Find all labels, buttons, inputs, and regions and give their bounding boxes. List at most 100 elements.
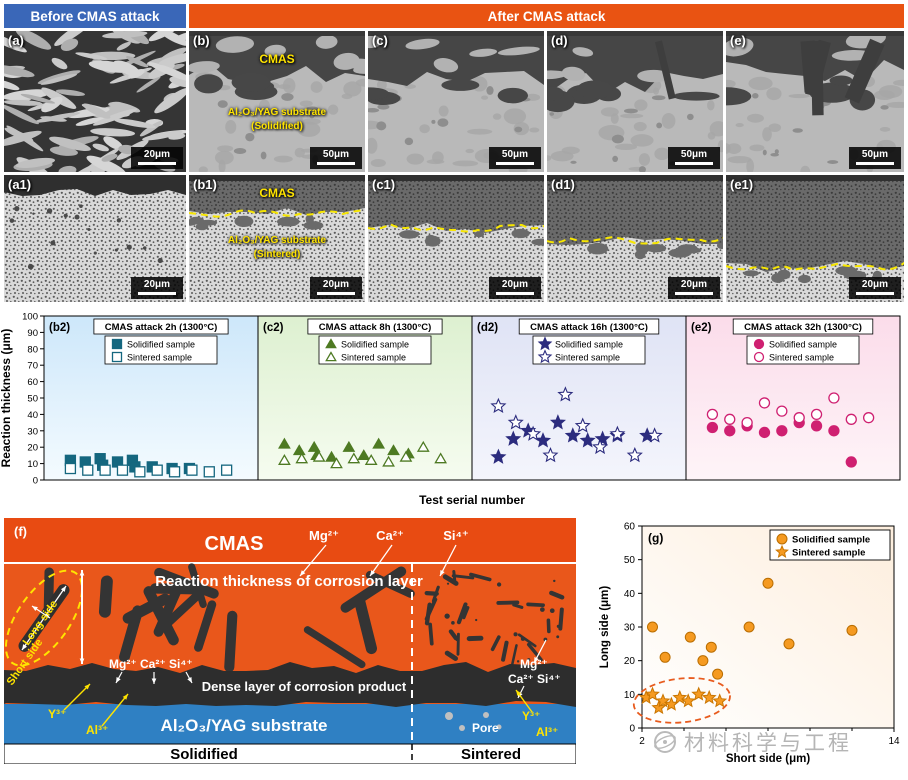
micrograph-e1: (e1) 20μm — [726, 175, 904, 302]
svg-text:Sintered sample: Sintered sample — [555, 353, 620, 363]
scale-bar-label: 20μm — [861, 279, 889, 290]
svg-text:10: 10 — [27, 459, 38, 470]
svg-text:Solidified sample: Solidified sample — [769, 340, 837, 350]
long-short-side-chart: 0 10 20 30 40 50 60 2 14 Short side (μm) Long side… — [599, 522, 900, 766]
panel-label: (e1) — [730, 177, 754, 192]
scale-bar-line — [138, 162, 176, 165]
svg-text:Pore: Pore — [472, 721, 499, 735]
header-after-cmas: After CMAS attack — [189, 4, 904, 28]
svg-text:Solidified: Solidified — [170, 746, 238, 763]
corrosion-schematic-panel: (f) CMAS Mg²⁺ Ca²⁺ Si⁴⁺ Reaction thickness of… — [3, 518, 577, 765]
scale-bar: 20μm — [131, 147, 183, 169]
svg-text:20: 20 — [624, 656, 636, 667]
panel-label: (a) — [8, 33, 24, 48]
svg-text:Sintered sample: Sintered sample — [127, 353, 192, 363]
svg-text:(d2): (d2) — [477, 322, 498, 334]
svg-text:30: 30 — [624, 623, 636, 634]
svg-text:Al³⁺: Al³⁺ — [86, 723, 108, 737]
panel-label: (b) — [193, 33, 210, 48]
cmas-annotation: CMAS — [259, 186, 295, 200]
svg-text:0: 0 — [33, 476, 38, 487]
sem-image — [547, 31, 723, 172]
scale-bar-label: 20μm — [680, 279, 708, 290]
substrate-annotation: Al₂O₃/YAG substrate — [227, 107, 327, 118]
panel-label: (c1) — [372, 177, 396, 192]
micrograph-c: (c) 50μm — [368, 31, 544, 172]
micrograph-row-2: (a1) 20μm (b1) CMAS Al₂O₃/YAG substrate (Sint… — [0, 175, 908, 302]
svg-text:Reaction thickness of corrosio: Reaction thickness of corrosion layer — [155, 573, 423, 590]
panel-label: (d) — [551, 33, 568, 48]
svg-text:Sintered sample: Sintered sample — [341, 353, 406, 363]
scale-bar: 50μm — [668, 147, 720, 169]
scale-bar-label: 20μm — [143, 279, 171, 290]
svg-text:Mg²⁺ Ca²⁺ Si⁴⁺: Mg²⁺ Ca²⁺ Si⁴⁺ — [109, 657, 193, 671]
svg-text:Solidified sample: Solidified sample — [792, 535, 870, 546]
scale-bar-line — [138, 292, 176, 295]
svg-text:Sintered: Sintered — [461, 746, 521, 763]
svg-text:Sintered sample: Sintered sample — [769, 353, 834, 363]
scale-bar-line — [856, 292, 894, 295]
svg-text:Long side (μm): Long side (μm) — [599, 586, 611, 669]
panel-label: (d1) — [551, 177, 575, 192]
substrate-subtitle: (Solidified) — [251, 121, 303, 132]
scale-bar: 20μm — [131, 277, 183, 299]
scale-bar-label: 50μm — [501, 149, 529, 160]
scale-bar: 20μm — [668, 277, 720, 299]
panel-label: (b1) — [193, 177, 217, 192]
scale-bar: 50μm — [849, 147, 901, 169]
scale-bar: 20μm — [489, 277, 541, 299]
svg-text:40: 40 — [624, 589, 636, 600]
corrosion-schematic-image: (f) CMAS Mg²⁺ Ca²⁺ Si⁴⁺ Reaction thickness of… — [3, 518, 577, 765]
scale-bar: 20μm — [310, 277, 362, 299]
scale-bar-line — [496, 162, 534, 165]
micrograph-e: (e) 50μm — [726, 31, 904, 172]
svg-text:CMAS attack 32h (1300°C): CMAS attack 32h (1300°C) — [744, 322, 862, 333]
svg-text:Short side (μm): Short side (μm) — [726, 753, 811, 765]
scale-bar-line — [317, 162, 355, 165]
svg-text:Reaction thickness (μm): Reaction thickness (μm) — [0, 329, 13, 468]
scale-bar-label: 50μm — [680, 149, 708, 160]
svg-text:100: 100 — [22, 312, 38, 323]
svg-text:Ca²⁺ Si⁴⁺: Ca²⁺ Si⁴⁺ — [508, 672, 561, 686]
svg-text:90: 90 — [27, 328, 38, 339]
sem-image — [368, 31, 544, 172]
sem-image — [547, 175, 723, 302]
svg-text:60: 60 — [624, 522, 636, 533]
svg-text:CMAS attack 16h (1300°C): CMAS attack 16h (1300°C) — [530, 322, 648, 333]
sem-image — [189, 31, 365, 172]
svg-text:0: 0 — [629, 724, 635, 735]
svg-text:(f): (f) — [14, 524, 27, 539]
svg-text:Sintered sample: Sintered sample — [792, 548, 865, 559]
svg-text:80: 80 — [27, 344, 38, 355]
micrograph-c1: (c1) 20μm — [368, 175, 544, 302]
sem-image — [4, 175, 186, 302]
substrate-annotation: Al₂O₃/YAG substrate — [227, 235, 327, 246]
svg-text:(c2): (c2) — [263, 322, 284, 334]
svg-text:Test serial number: Test serial number — [419, 493, 525, 507]
svg-text:(e2): (e2) — [691, 322, 712, 334]
svg-text:Si⁴⁺: Si⁴⁺ — [443, 528, 469, 543]
svg-text:Dense layer of corrosion produ: Dense layer of corrosion product — [202, 679, 407, 694]
scale-bar: 20μm — [849, 277, 901, 299]
scale-bar-label: 50μm — [322, 149, 350, 160]
svg-text:CMAS: CMAS — [205, 533, 264, 555]
svg-text:50: 50 — [624, 555, 636, 566]
svg-text:70: 70 — [27, 361, 38, 372]
svg-text:Al₂O₃/YAG substrate: Al₂O₃/YAG substrate — [161, 716, 328, 735]
svg-text:60: 60 — [27, 377, 38, 388]
svg-text:30: 30 — [27, 426, 38, 437]
scale-bar: 50μm — [489, 147, 541, 169]
panel-label: (e) — [730, 33, 746, 48]
svg-text:50: 50 — [27, 394, 38, 405]
svg-text:40: 40 — [27, 410, 38, 421]
svg-text:Y³⁺: Y³⁺ — [48, 707, 66, 721]
svg-text:Solidified sample: Solidified sample — [127, 340, 195, 350]
scale-bar-label: 20μm — [322, 279, 350, 290]
scale-bar-label: 50μm — [861, 149, 889, 160]
scale-bar-line — [856, 162, 894, 165]
micrograph-b1: (b1) CMAS Al₂O₃/YAG substrate (Sintered) 20μ… — [189, 175, 365, 302]
scale-bar: 50μm — [310, 147, 362, 169]
micrograph-a: (a) 20μm — [4, 31, 186, 172]
svg-text:Mg²⁺: Mg²⁺ — [309, 528, 339, 543]
